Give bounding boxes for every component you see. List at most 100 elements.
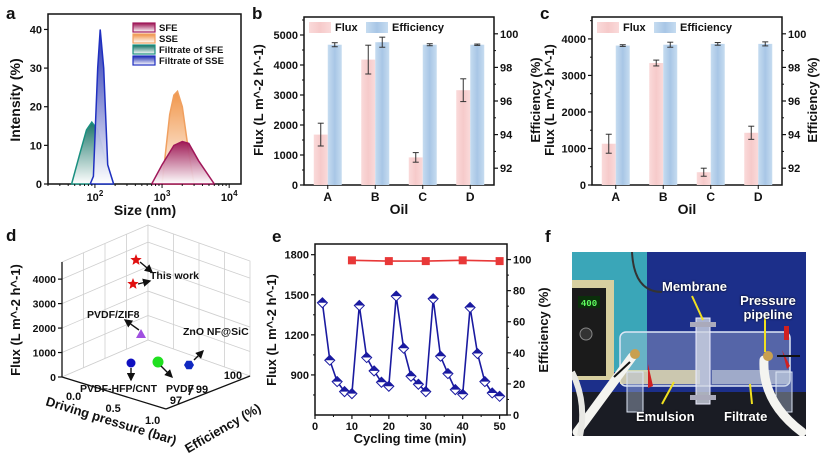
bar-efficiency-D: [758, 43, 773, 185]
bar-flux-D: [744, 132, 759, 185]
y-axis-line: [165, 375, 251, 410]
marker-flux-fill: [391, 291, 402, 297]
annotation-label: This work: [150, 270, 199, 282]
y-tick-label-e: 1200: [285, 330, 309, 342]
legend-b: Flux Efficiency: [309, 22, 445, 34]
legend-swatch-a: [132, 33, 156, 44]
marker-flux-fill: [339, 386, 350, 392]
y-tick-label-a: 30: [30, 63, 42, 75]
legend-label-efficiency: Efficiency: [392, 22, 445, 34]
plot-frame-a: [47, 13, 242, 185]
x-tick-label-d: 1.0: [145, 415, 160, 427]
y-tick-label: 2000: [274, 120, 298, 132]
annotation-label: PVDF: [166, 383, 195, 395]
y-right-tick-label-e: 100: [513, 255, 531, 267]
marker-flux-fill: [442, 368, 453, 374]
photo-label-membrane: Membrane: [662, 279, 728, 294]
y-axis-label-b: Flux (L m^-2 h^-1): [251, 44, 266, 156]
annotation-label: PVDF-HFP/CNT: [80, 383, 158, 395]
y-right-tick-label-e: 80: [513, 286, 525, 298]
annotation-label: ZnO NF@SiC: [183, 326, 249, 338]
y-tick-label: 4000: [562, 34, 586, 46]
annotation-arrow: [139, 261, 154, 273]
marker-flux-fill: [361, 352, 372, 358]
y-tick-label-d: 97: [170, 395, 182, 407]
y-tick-label: 3000: [274, 90, 298, 102]
chart-d: 0 1000 2000 3000 4000 0.0 0.5 1.0 97 99 100 This w…: [8, 224, 263, 456]
marker-flux-fill: [465, 302, 476, 308]
marker-flux-fill: [376, 377, 387, 383]
y-right-tick-label-e: 0: [513, 410, 519, 422]
y-tick-label: 2000: [562, 107, 586, 119]
axis-break-mark: [188, 384, 194, 396]
legend-swatch-a: [132, 55, 156, 66]
x-tick-label-A: A: [611, 190, 620, 204]
marker-flux-fill: [346, 388, 357, 394]
chart-c: A B C D 0 1000 2000 3000 4000 92 94 96 98 100 Flux Eff…: [542, 16, 820, 217]
bar-efficiency-C: [710, 43, 725, 185]
x-tick-label-a: 104: [221, 189, 238, 204]
chart-b: A B C D 0 1000 2000 3000 4000 5000 92 94 96 98 100 Flu…: [251, 16, 543, 217]
bar-flux-D: [456, 90, 471, 185]
marker-flux-fill: [494, 391, 505, 397]
y-tick-label: 4000: [274, 60, 298, 72]
x-axis-label-b: Oil: [390, 201, 409, 217]
bar-flux-B: [649, 63, 664, 185]
y-right-tick-label: 94: [788, 130, 801, 142]
y-tick-label-d: 100: [224, 370, 242, 382]
marker-flux-fill: [428, 293, 439, 299]
photo-label-pressure-pipeline: Pressure pipeline: [740, 293, 796, 322]
x-tick-label-D: D: [754, 190, 763, 204]
legend-swatch-efficiency: [654, 22, 676, 33]
marker-flux-fill: [487, 387, 498, 393]
y-right-tick-label: 94: [500, 130, 513, 142]
marker-flux-fill: [354, 300, 365, 306]
photo-setup-f: 400: [572, 252, 806, 436]
x-tick-label-A: A: [323, 190, 332, 204]
photo-outlet-tube: [759, 355, 806, 436]
x-tick-label-d: 0.5: [105, 403, 120, 415]
x-axis-label-e: Cycling time (min): [354, 431, 467, 446]
marker-efficiency: [384, 257, 393, 266]
marker-flux-fill: [435, 351, 446, 357]
bar-efficiency-D: [470, 44, 485, 185]
y-right-tick-label: 98: [788, 62, 800, 74]
bar-efficiency-B: [663, 44, 678, 185]
x-tick-label-e: 30: [420, 421, 432, 433]
y-axis-label-d: Efficiency (%): [182, 400, 263, 456]
photo-inlet-fitting: [630, 349, 640, 359]
x-tick-label-e: 0: [312, 421, 318, 433]
point-pvdf: [152, 356, 164, 368]
legend-swatch-a: [132, 44, 156, 55]
marker-flux-fill: [406, 371, 416, 377]
bar-efficiency-B: [375, 42, 390, 186]
legend-swatch-a: [132, 22, 156, 33]
y-tick-label-e: 1500: [285, 290, 309, 302]
bar-flux-C: [408, 157, 423, 185]
x-tick-label-e: 20: [383, 421, 395, 433]
area-filtrate-of-sse: [89, 29, 115, 185]
z-tick-label: 2000: [33, 323, 57, 335]
marker-flux-fill: [457, 389, 468, 395]
marker-efficiency: [421, 257, 430, 266]
y-tick-label-a: 0: [36, 179, 42, 191]
legend-swatch-flux: [309, 22, 331, 33]
area-sfe: [151, 140, 216, 185]
legend-label-efficiency: Efficiency: [680, 22, 733, 34]
point-this-work: [130, 254, 142, 265]
y-tick-label-a: 10: [30, 140, 42, 152]
x-tick-label-a: 103: [154, 189, 171, 204]
y-right-tick-label-e: 60: [513, 317, 525, 329]
y-tick-label-e: 900: [291, 370, 309, 382]
point-this-work: [127, 278, 139, 289]
y-tick-label: 0: [292, 180, 298, 192]
x-tick-label-D: D: [466, 190, 475, 204]
marker-flux-fill: [324, 355, 335, 361]
annotation-arrow: [160, 365, 173, 378]
marker-flux-fill: [317, 297, 328, 303]
photo-label-filtrate: Filtrate: [724, 409, 768, 424]
legend-c: Flux Efficiency: [597, 22, 733, 34]
x-tick-label-C: C: [706, 190, 715, 204]
